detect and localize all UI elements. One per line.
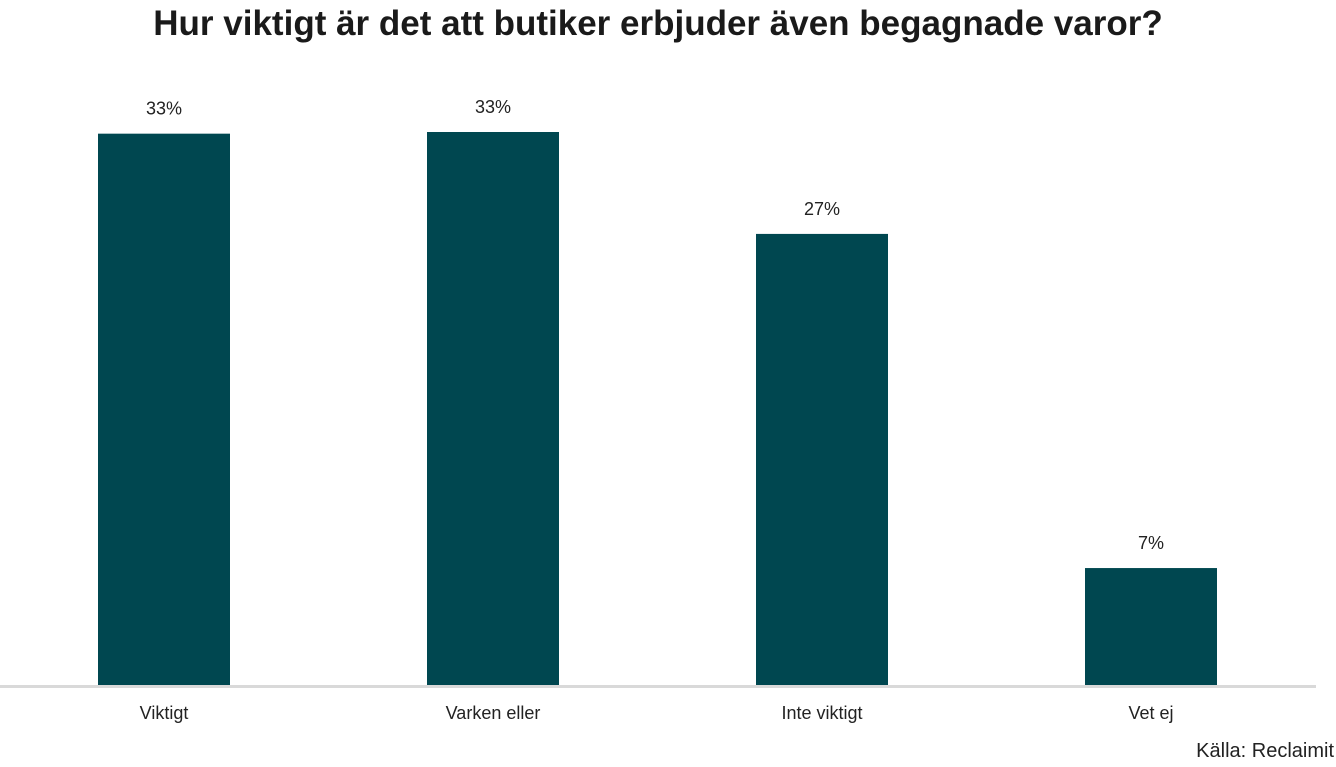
- data-label-1: 33%: [475, 97, 511, 117]
- x-tick-label-3: Vet ej: [1128, 703, 1173, 723]
- source-note: Källa: Reclaimit: [1196, 740, 1334, 762]
- bar-0: [98, 133, 230, 685]
- x-tick-label-1: Varken eller: [446, 703, 541, 723]
- data-label-3: 7%: [1138, 533, 1164, 553]
- bar-1: [427, 132, 559, 685]
- bar-2: [756, 233, 888, 685]
- data-label-0: 33%: [146, 99, 182, 119]
- bar-3: [1085, 568, 1217, 685]
- x-tick-label-0: Viktigt: [140, 703, 189, 723]
- data-label-2: 27%: [804, 199, 840, 219]
- chart-title: Hur viktigt är det att butiker erbjuder …: [153, 4, 1163, 43]
- x-tick-label-2: Inte viktigt: [781, 703, 862, 723]
